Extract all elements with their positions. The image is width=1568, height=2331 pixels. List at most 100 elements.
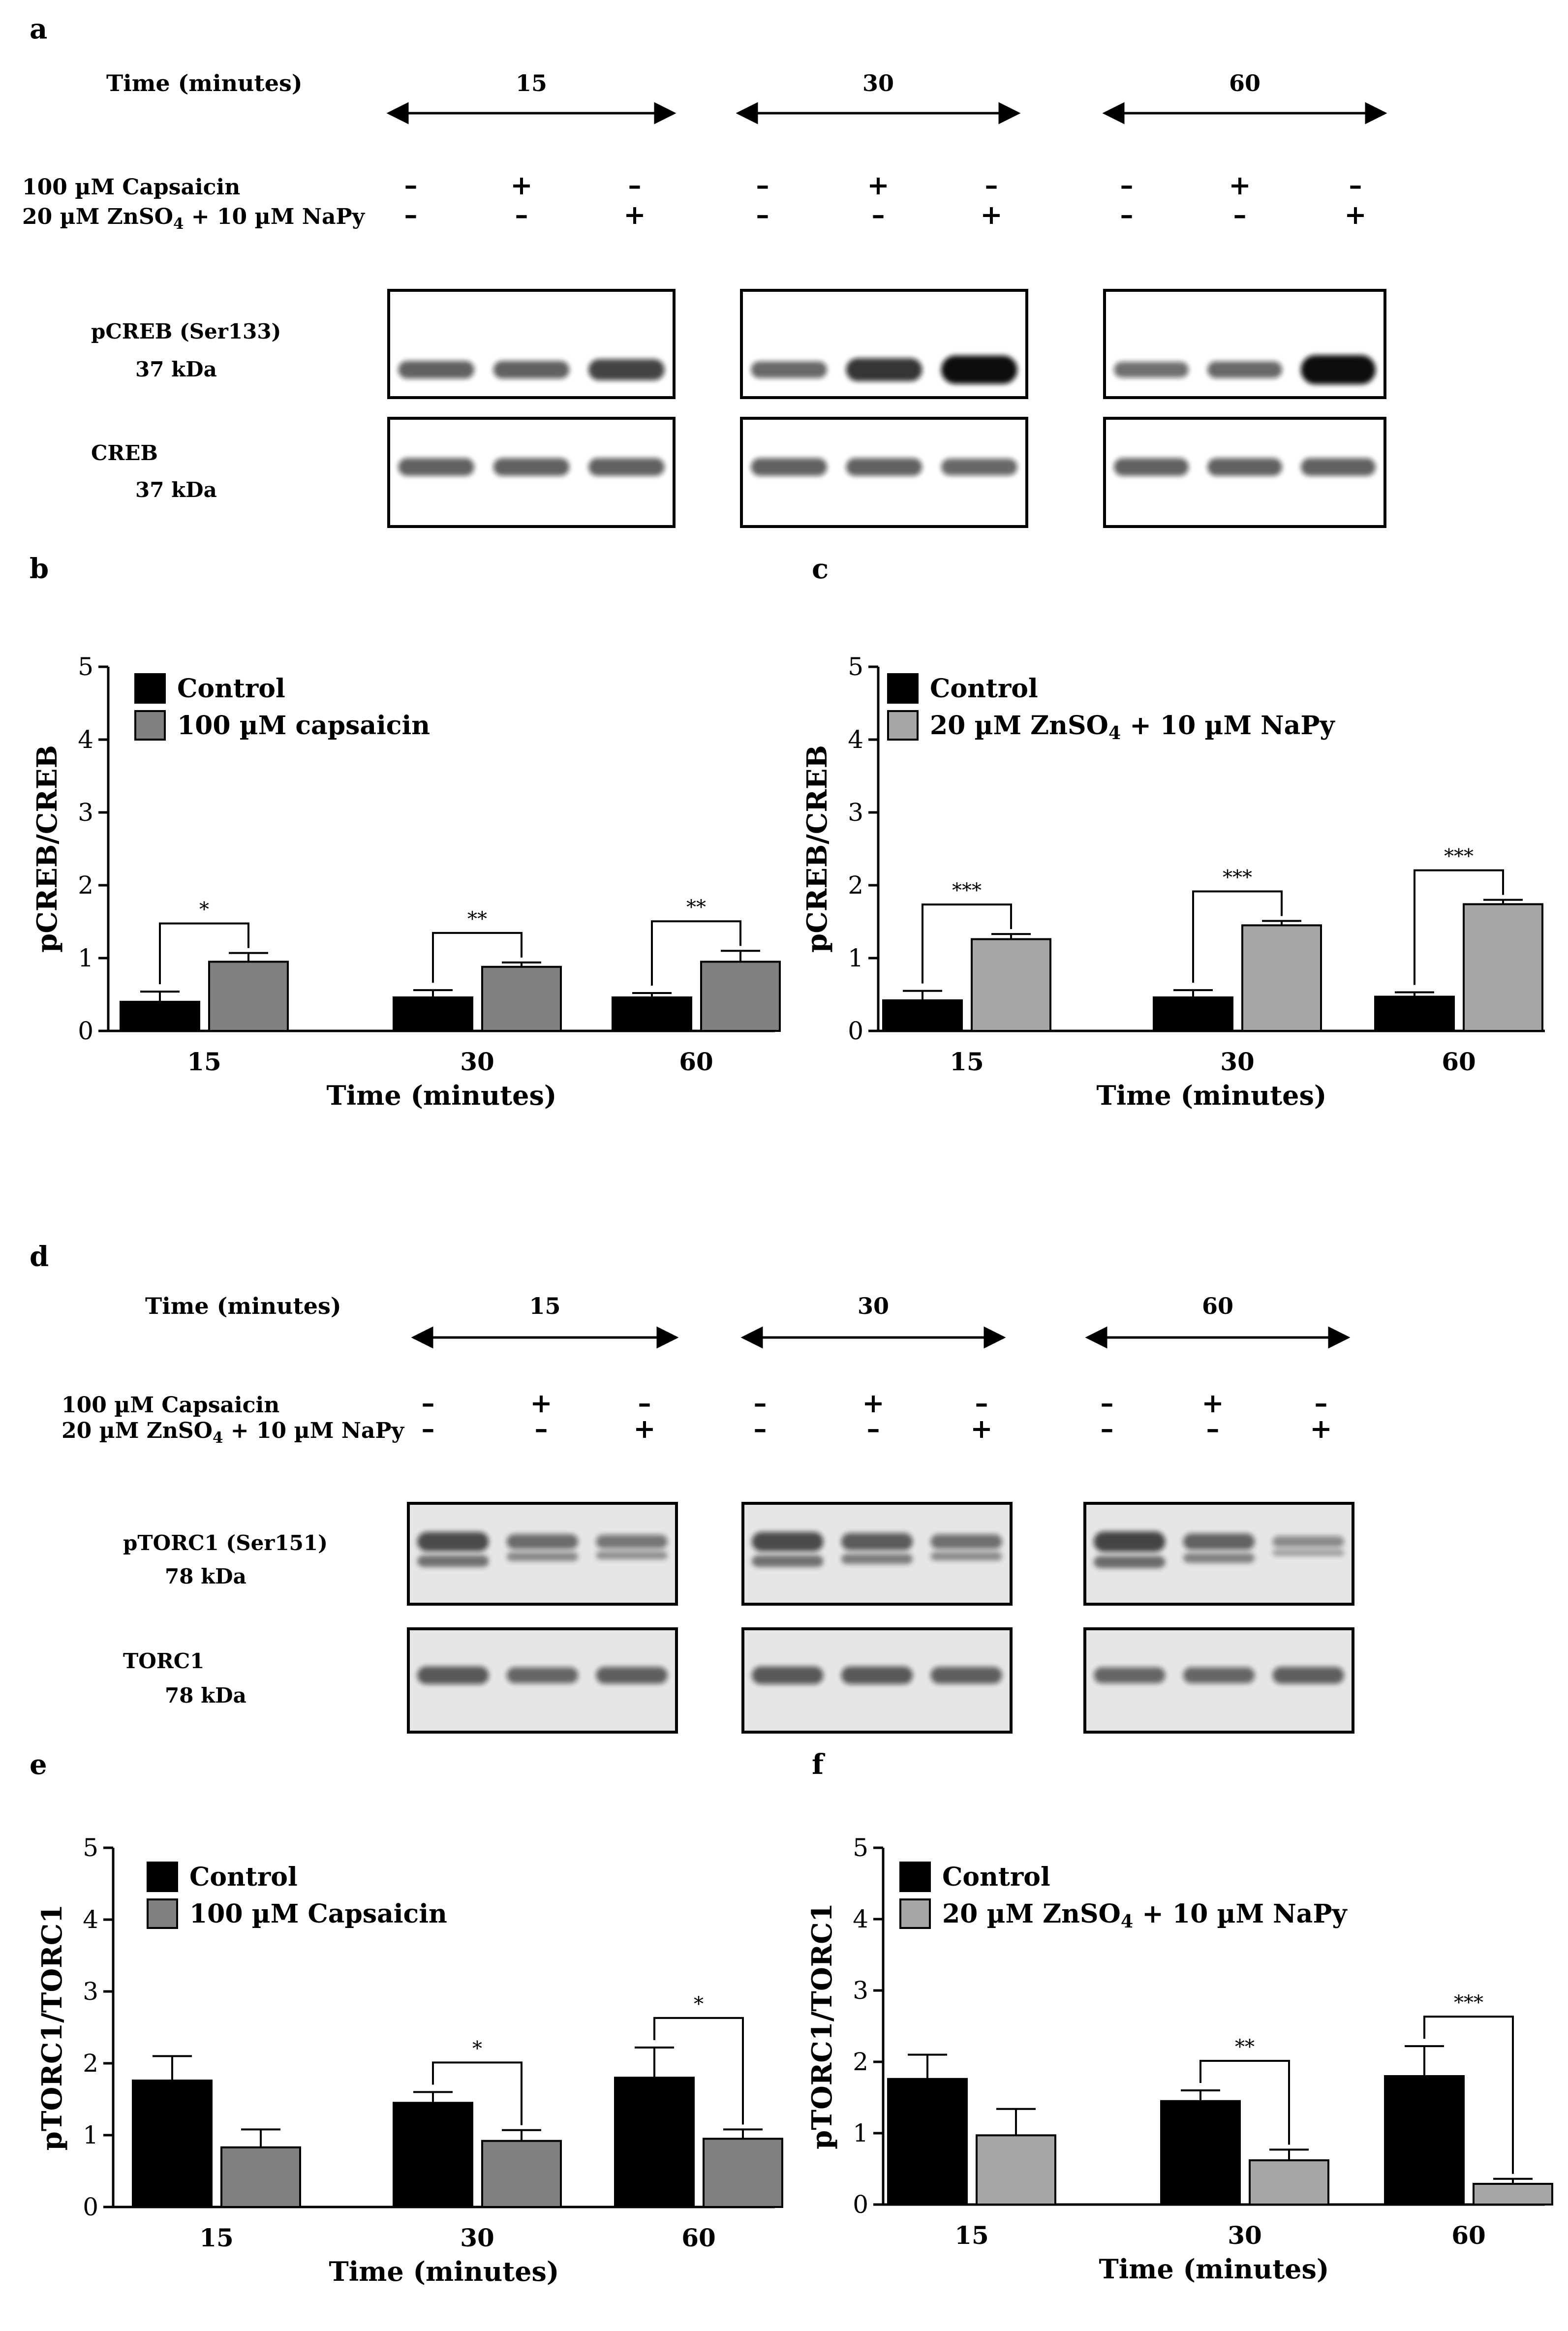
- y-tick-label: 4: [853, 1905, 868, 1933]
- protein-band: [941, 355, 1017, 384]
- y-tick-label: 4: [78, 725, 93, 754]
- treatment-sign: –: [756, 169, 769, 201]
- bar-treatment: [1249, 2159, 1329, 2206]
- protein-band: [1183, 1667, 1255, 1683]
- bar-control: [612, 996, 692, 1032]
- legend-swatch: [899, 1862, 931, 1892]
- band-kda: 78 kDa: [165, 1564, 246, 1588]
- significance-stars: ***: [1444, 845, 1474, 868]
- x-tick-label: 60: [679, 1047, 713, 1076]
- bar-treatment: [971, 938, 1051, 1032]
- x-axis-label: Time (minutes): [327, 1080, 557, 1111]
- band-kda: 37 kDa: [135, 478, 217, 502]
- treatment-sign: +: [862, 1387, 884, 1419]
- bar-control: [1160, 2100, 1241, 2206]
- bar-treatment: [481, 2140, 562, 2208]
- treatment-sign: +: [980, 199, 1002, 230]
- protein-band: [846, 358, 922, 381]
- y-tick-label: 3: [83, 1977, 98, 2006]
- significance-stars: **: [686, 896, 706, 919]
- treatment-sign: –: [754, 1413, 767, 1444]
- protein-band: [506, 1667, 579, 1683]
- protein-band: [1183, 1533, 1255, 1550]
- protein-band: [417, 1532, 489, 1552]
- treatment-sign: –: [638, 1387, 651, 1419]
- protein-band: [841, 1554, 913, 1564]
- y-tick-label: 5: [853, 1834, 868, 1862]
- protein-band: [1301, 355, 1376, 385]
- treatment-sign: –: [404, 199, 418, 230]
- significance-stars: *: [472, 2037, 482, 2060]
- y-tick-label: 1: [83, 2121, 98, 2149]
- x-tick-label: 30: [1228, 2221, 1262, 2250]
- bar-treatment: [703, 2138, 783, 2208]
- protein-band: [1114, 458, 1189, 476]
- legend-label: 100 µM Capsaicin: [189, 1899, 447, 1929]
- protein-band: [930, 1667, 1002, 1684]
- protein-band: [588, 359, 665, 380]
- protein-band: [588, 458, 665, 476]
- x-axis-label: Time (minutes): [1099, 2253, 1329, 2285]
- significance-stars: ***: [1454, 1991, 1483, 2014]
- treatment-sign: –: [1120, 169, 1134, 201]
- panel-letter: f: [812, 1748, 826, 1781]
- time-point-label: 60: [1229, 70, 1261, 96]
- time-label: Time (minutes): [145, 1293, 341, 1319]
- protein-band: [596, 1667, 668, 1684]
- bar-treatment: [481, 965, 562, 1032]
- protein-band: [493, 361, 570, 379]
- protein-band: [1272, 1549, 1344, 1556]
- bar-treatment: [1473, 2182, 1553, 2206]
- bar-treatment: [220, 2146, 301, 2208]
- bar-control: [120, 1000, 200, 1032]
- significance-bracket: [922, 903, 1012, 984]
- protein-band: [417, 1666, 489, 1684]
- y-tick-label: 0: [78, 1017, 93, 1045]
- protein-band: [1183, 1553, 1255, 1563]
- panel-letter: a: [30, 13, 47, 45]
- treatment-sign: –: [867, 1413, 880, 1444]
- y-tick-label: 2: [78, 871, 93, 900]
- y-axis-label: pTORC1/TORC1: [806, 1903, 838, 2149]
- treatment-sign: –: [872, 199, 885, 230]
- y-tick-label: 1: [848, 944, 863, 972]
- significance-bracket: [1423, 2016, 1514, 2174]
- bar-control: [132, 2080, 213, 2208]
- treatment-label: 20 µM ZnSO4 + 10 µM NaPy: [22, 204, 366, 233]
- legend-label: 100 µM capsaicin: [177, 711, 430, 741]
- bar-control: [882, 999, 963, 1032]
- protein-band: [1207, 361, 1282, 378]
- protein-band: [841, 1533, 913, 1551]
- y-tick-label: 0: [848, 1017, 863, 1045]
- treatment-label: 100 µM Capsaicin: [22, 175, 240, 200]
- significance-stars: ***: [1223, 867, 1252, 889]
- x-tick-label: 60: [1442, 1047, 1476, 1076]
- treatment-sign: +: [633, 1413, 655, 1444]
- protein-band: [1094, 1531, 1166, 1552]
- treatment-sign: –: [515, 199, 528, 230]
- protein-band: [596, 1534, 668, 1549]
- legend-label: 20 µM ZnSO4 + 10 µM NaPy: [942, 1899, 1348, 1932]
- bar-control: [393, 2102, 473, 2208]
- protein-band: [1272, 1667, 1344, 1684]
- bar-control: [1384, 2075, 1465, 2206]
- y-tick-label: 2: [853, 2048, 868, 2076]
- significance-stars: **: [467, 908, 487, 931]
- x-axis-label: Time (minutes): [1097, 1080, 1327, 1111]
- y-tick-label: 2: [83, 2049, 98, 2078]
- significance-bracket: [1192, 890, 1283, 983]
- x-axis-label: Time (minutes): [329, 2256, 559, 2287]
- legend-swatch: [887, 673, 919, 704]
- y-tick-label: 0: [853, 2190, 868, 2219]
- legend-swatch: [887, 710, 919, 741]
- y-axis-label: pCREB/CREB: [31, 745, 63, 953]
- treatment-sign: +: [1229, 169, 1251, 201]
- protein-band: [1094, 1667, 1166, 1683]
- y-tick-label: 4: [848, 725, 863, 754]
- time-label: Time (minutes): [106, 70, 303, 96]
- treatment-sign: –: [404, 169, 418, 201]
- y-tick-label: 3: [848, 798, 863, 827]
